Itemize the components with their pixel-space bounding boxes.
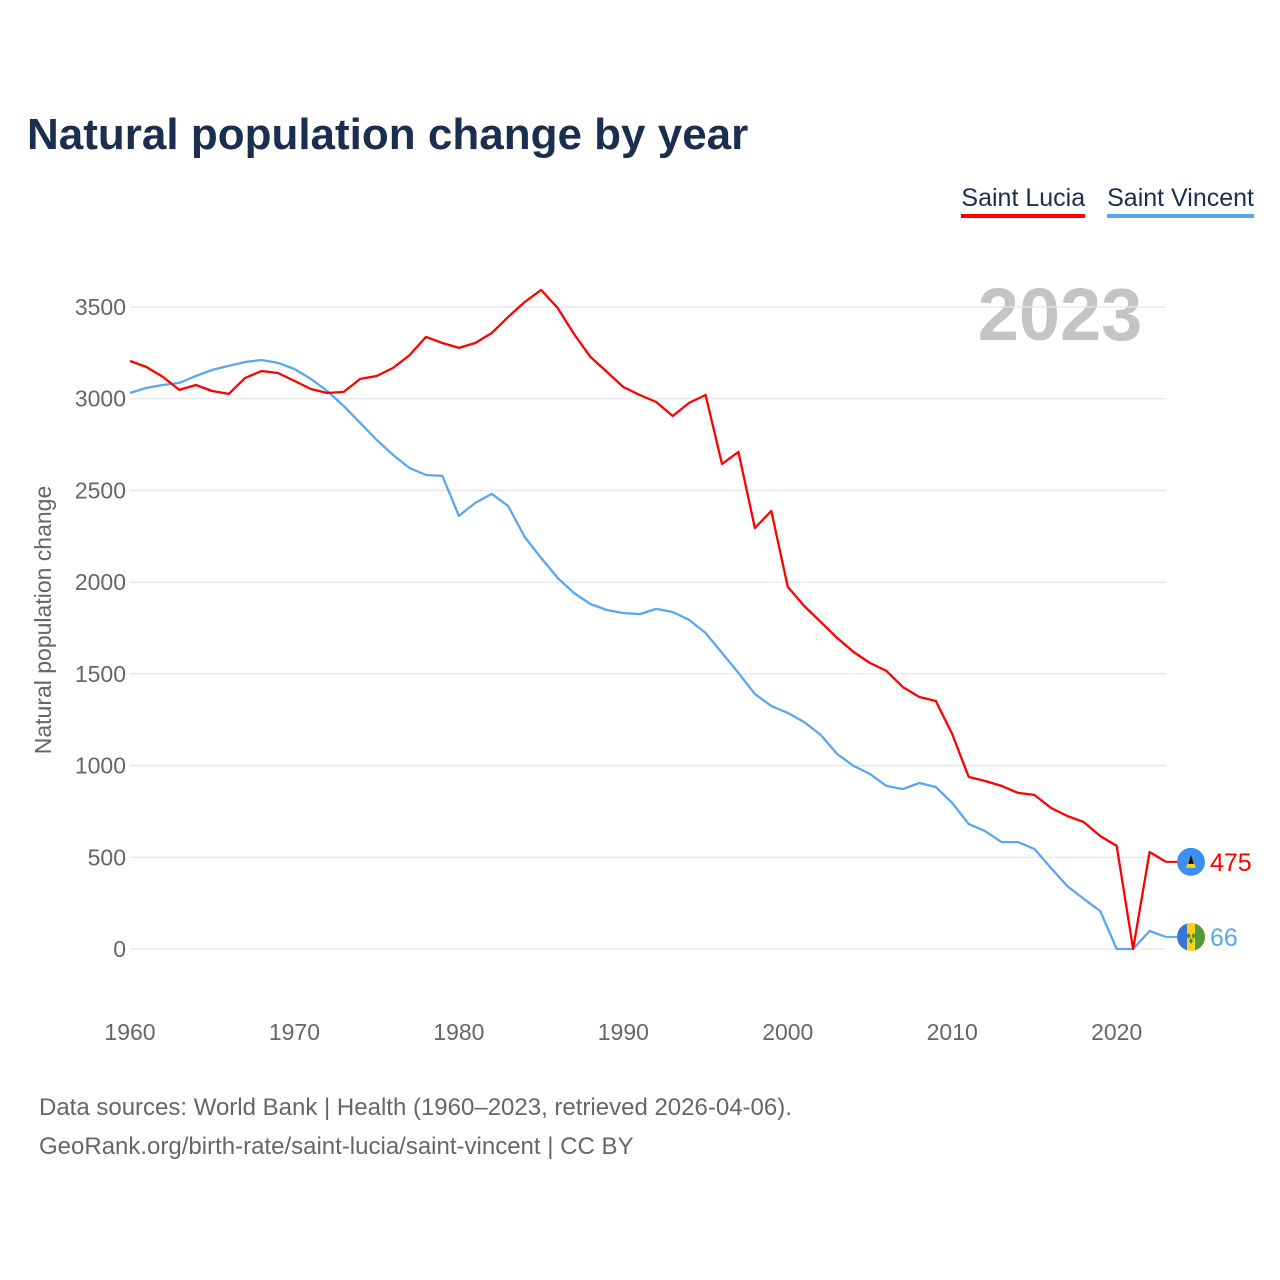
source-line-1: Data sources: World Bank | Health (1960–… (39, 1094, 792, 1121)
current-year-label: 2023 (978, 273, 1143, 356)
x-tick-label: 2010 (927, 1019, 978, 1045)
y-tick-label: 500 (88, 844, 126, 870)
x-tick-label: 1960 (104, 1019, 155, 1045)
series-line-saint-lucia (129, 288, 1167, 951)
y-tick-label: 0 (113, 936, 126, 962)
y-tick-label: 3000 (75, 386, 126, 412)
x-tick-label: 2020 (1091, 1019, 1142, 1045)
flag-diamond (1186, 932, 1191, 939)
x-tick-label: 1970 (269, 1019, 320, 1045)
flag-green-band (1195, 923, 1205, 951)
flag-blue-band (1177, 923, 1187, 951)
flag-diamond (1191, 932, 1196, 939)
legend-saint-lucia[interactable]: Saint Lucia (961, 184, 1086, 218)
x-tick-label: 2000 (762, 1019, 813, 1045)
end-value-label: 475 (1210, 849, 1252, 877)
y-tick-label: 1500 (75, 661, 126, 687)
x-tick-label: 1980 (433, 1019, 484, 1045)
x-tick-label: 1990 (598, 1019, 649, 1045)
y-tick-label: 2500 (75, 477, 126, 503)
source-note: Data sources: World Bank | Health (1960–… (39, 1088, 792, 1166)
series-line-saint-vincent (129, 358, 1167, 951)
y-tick-label: 2000 (75, 569, 126, 595)
source-line-2[interactable]: GeoRank.org/birth-rate/saint-lucia/saint… (39, 1133, 634, 1160)
legend: Saint Lucia Saint Vincent (961, 184, 1254, 218)
y-tick-label: 3500 (75, 294, 126, 320)
flag-triangle-black (1188, 854, 1194, 864)
legend-saint-vincent[interactable]: Saint Vincent (1107, 184, 1254, 218)
chart-title: Natural population change by year (27, 110, 749, 159)
y-axis-label: Natural population change (30, 486, 56, 755)
flag-diamond (1189, 937, 1193, 944)
y-tick-label: 1000 (75, 753, 126, 779)
end-value-label: 66 (1210, 924, 1238, 952)
